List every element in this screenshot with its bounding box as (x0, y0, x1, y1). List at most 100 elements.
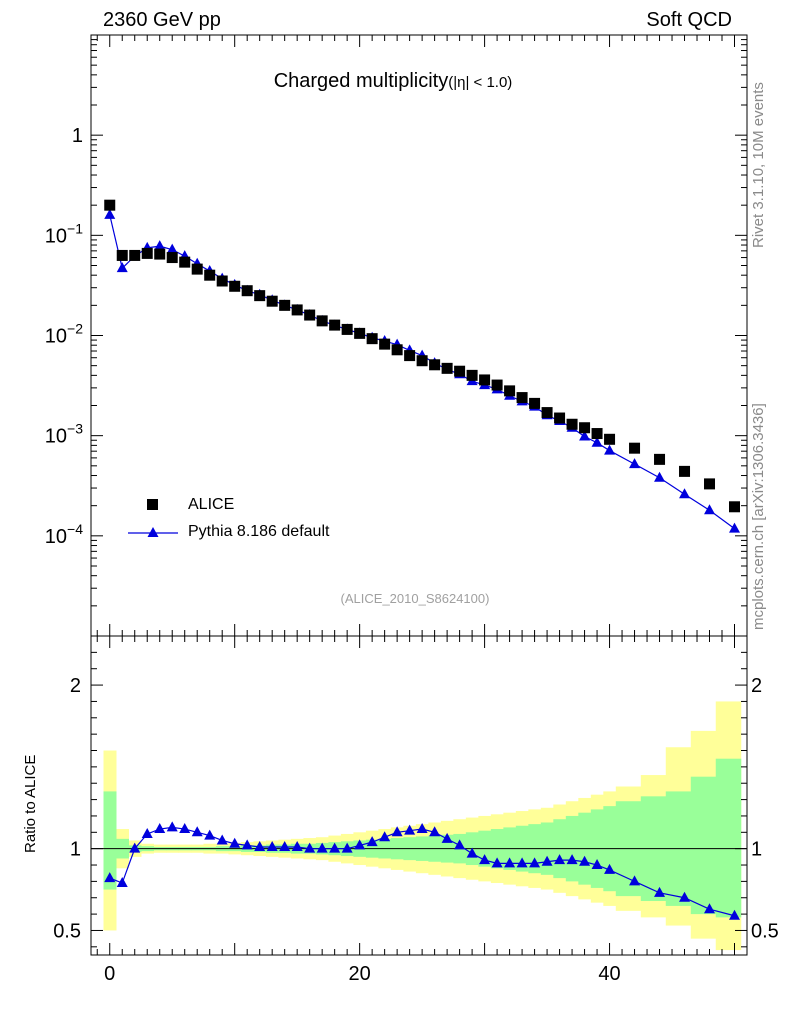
data-point (541, 407, 553, 419)
ratio-point (504, 857, 516, 868)
ratio-point (329, 842, 341, 853)
data-point (204, 269, 216, 281)
mc-point (704, 504, 716, 515)
analysis-id-label: (ALICE_2010_S8624100) (340, 591, 490, 606)
ratio-line (109, 826, 735, 917)
ratio-point (416, 823, 428, 834)
main-panel: 1 10−1 10−2 10−3 10−4 (45, 34, 748, 637)
data-point (404, 350, 416, 362)
process-label: Soft QCD (646, 9, 732, 31)
data-point (629, 442, 641, 454)
data-point (354, 327, 366, 339)
data-point (704, 478, 716, 490)
plot-title-main: Charged multiplicity (273, 70, 449, 92)
mc-point (629, 458, 641, 469)
ratio-point (679, 891, 691, 902)
data-point (254, 290, 266, 302)
mc-point (104, 208, 116, 219)
ratio-y-tick-label: 1 (70, 839, 81, 861)
data-point (216, 275, 228, 287)
ratio-point (591, 859, 603, 870)
mc-series-line (109, 214, 735, 530)
ratio-point (454, 839, 466, 850)
ratio-frame (90, 635, 748, 956)
ratio-point (391, 826, 403, 837)
data-point (279, 299, 291, 311)
ratio-point (279, 841, 291, 852)
mc-point (679, 488, 691, 499)
ratio-point (566, 854, 578, 865)
ratio-point (729, 909, 741, 920)
data-point (729, 501, 741, 513)
ratio-y-tick-label: 2 (70, 675, 81, 697)
data-point (554, 412, 566, 424)
ratio-point (479, 854, 491, 865)
data-point (591, 428, 603, 440)
legend-marker-data (147, 499, 158, 510)
data-point (316, 315, 328, 327)
ratio-point (529, 857, 541, 868)
ratio-point (104, 872, 116, 883)
ratio-point (241, 839, 253, 850)
ratio-point (204, 829, 216, 840)
data-point (516, 392, 528, 404)
data-point (679, 465, 691, 477)
data-point (116, 249, 128, 261)
ratio-point (154, 823, 166, 834)
ratio-point (554, 854, 566, 865)
data-point (429, 359, 441, 371)
data-point (604, 433, 616, 445)
data-point (416, 355, 428, 367)
ratio-y-tick-label-right: 1 (751, 839, 762, 861)
beam-energy-label: 2360 GeV pp (103, 9, 221, 31)
data-point (154, 248, 166, 260)
y-tick-label: 10−2 (45, 321, 83, 348)
data-point (341, 323, 353, 335)
ratio-point (141, 827, 153, 838)
plot-title: Charged multiplicity(|η| < 1.0) (0, 70, 786, 93)
data-point (391, 344, 403, 356)
ratio-point (516, 857, 528, 868)
rivet-version-label: Rivet 3.1.10, 10M events (750, 82, 767, 248)
data-point (454, 365, 466, 377)
ratio-point (266, 841, 278, 852)
data-point (366, 333, 378, 345)
data-point (191, 263, 203, 275)
mc-point (604, 444, 616, 455)
data-point (441, 362, 453, 374)
ratio-point (191, 826, 203, 837)
data-point (566, 418, 578, 430)
mc-point (166, 243, 178, 254)
mc-point (654, 471, 666, 482)
mc-point (729, 522, 741, 533)
ratio-point (404, 824, 416, 835)
ratio-y-tick-label-right: 2 (751, 675, 762, 697)
ratio-point (441, 832, 453, 843)
data-point (529, 397, 541, 409)
main-frame (90, 34, 748, 637)
ratio-point (166, 821, 178, 832)
ratio-axis-label: Ratio to ALICE (22, 754, 39, 853)
data-point (104, 199, 116, 211)
mc-point (116, 262, 128, 273)
x-tick-label: 0 (104, 963, 115, 985)
ratio-point (291, 841, 303, 852)
ratio-point (229, 837, 241, 848)
ratio-point (216, 834, 228, 845)
x-tick-label: 40 (598, 963, 620, 985)
data-point (379, 338, 391, 350)
data-point (166, 252, 178, 264)
data-point (329, 319, 341, 331)
y-tick-label: 10−3 (45, 421, 83, 448)
data-point (141, 247, 153, 259)
ratio-point (491, 857, 503, 868)
legend-label-data: ALICE (188, 496, 235, 513)
y-tick-label: 10−1 (45, 220, 83, 247)
ratio-point (541, 855, 553, 866)
legend-label-mc: Pythia 8.186 default (188, 523, 330, 540)
ratio-point (341, 842, 353, 853)
mc-point (154, 240, 166, 251)
data-point (466, 369, 478, 381)
data-point (479, 374, 491, 386)
